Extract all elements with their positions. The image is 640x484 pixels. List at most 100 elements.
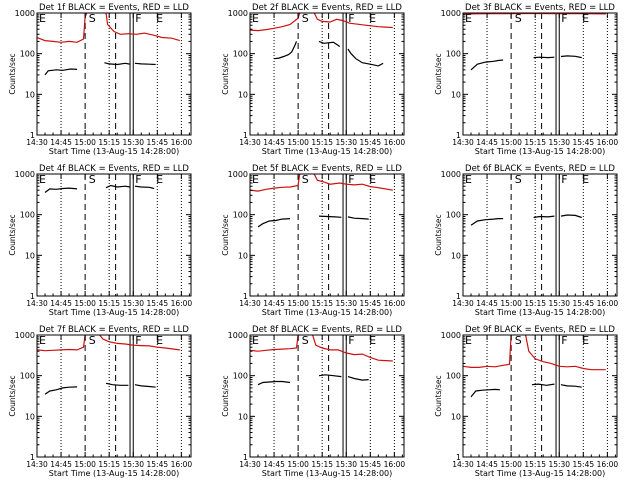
events-series-line bbox=[135, 186, 154, 188]
events-series-line bbox=[471, 389, 500, 397]
x-tick-label: 15:30 bbox=[335, 299, 357, 308]
events-series-line bbox=[348, 377, 369, 381]
x-tick-label: 15:45 bbox=[573, 138, 595, 147]
events-series-line bbox=[561, 56, 582, 58]
phase-marker-label: F bbox=[348, 12, 354, 25]
phase-marker-label: S bbox=[515, 12, 522, 25]
y-tick-label: 1000 bbox=[228, 331, 248, 340]
y-tick-label: 10 bbox=[238, 412, 248, 421]
lld-series-line bbox=[106, 13, 180, 41]
x-tick-label: 15:30 bbox=[122, 460, 144, 469]
y-tick-label: 100 bbox=[233, 211, 248, 220]
y-tick-label: 10 bbox=[451, 90, 461, 99]
y-tick-label: 1000 bbox=[441, 170, 461, 179]
phase-marker-label: F bbox=[348, 334, 354, 347]
x-tick-label: 15:15 bbox=[98, 460, 120, 469]
axes-frame bbox=[250, 335, 404, 457]
y-tick-label: 100 bbox=[233, 372, 248, 381]
phase-marker-label: F bbox=[561, 173, 567, 186]
events-series-line bbox=[319, 375, 341, 377]
x-tick-label: 15:00 bbox=[500, 299, 522, 308]
phase-marker-label: E bbox=[465, 12, 472, 25]
events-series-line bbox=[561, 385, 582, 388]
y-tick-label: 100 bbox=[20, 372, 35, 381]
panel-title: Det 2f BLACK = Events, RED = LLD bbox=[252, 3, 402, 13]
y-tick-label: 100 bbox=[446, 211, 461, 220]
phase-marker-label: E bbox=[465, 334, 472, 347]
events-series-line bbox=[319, 216, 341, 217]
y-tick-label: 10 bbox=[451, 412, 461, 421]
panel-title: Det 4f BLACK = Events, RED = LLD bbox=[39, 164, 189, 174]
x-tick-label: 16:00 bbox=[597, 299, 619, 308]
x-tick-label: 15:45 bbox=[147, 460, 169, 469]
y-tick-label: 1000 bbox=[15, 9, 35, 18]
x-tick-label: 14:45 bbox=[476, 460, 498, 469]
panel-title: Det 6f BLACK = Events, RED = LLD bbox=[465, 164, 615, 174]
axes-frame bbox=[37, 335, 191, 457]
phase-marker-label: F bbox=[348, 173, 354, 186]
events-series-line bbox=[348, 217, 369, 219]
x-tick-label: 14:30 bbox=[452, 138, 474, 147]
x-axis-label: Start Time (13-Aug-15 14:28:00) bbox=[49, 469, 180, 478]
x-tick-label: 14:45 bbox=[50, 138, 72, 147]
y-axis-label: Counts/sec bbox=[8, 375, 17, 416]
axes-frame bbox=[463, 13, 617, 135]
x-tick-label: 15:30 bbox=[548, 138, 570, 147]
phase-marker-label: E bbox=[39, 334, 46, 347]
x-tick-label: 15:00 bbox=[287, 138, 309, 147]
x-tick-label: 14:30 bbox=[239, 299, 261, 308]
x-tick-label: 15:30 bbox=[335, 460, 357, 469]
phase-marker-label: S bbox=[89, 12, 96, 25]
x-tick-label: 16:00 bbox=[171, 138, 193, 147]
y-tick-label: 100 bbox=[446, 50, 461, 59]
x-tick-label: 15:45 bbox=[147, 299, 169, 308]
x-tick-label: 14:30 bbox=[26, 138, 48, 147]
x-tick-label: 15:15 bbox=[311, 460, 333, 469]
x-tick-label: 14:30 bbox=[239, 460, 261, 469]
x-tick-label: 16:00 bbox=[171, 460, 193, 469]
x-tick-label: 15:15 bbox=[98, 138, 120, 147]
x-tick-label: 16:00 bbox=[384, 138, 406, 147]
y-tick-label: 10 bbox=[25, 251, 35, 260]
phase-marker-label: F bbox=[561, 334, 567, 347]
phase-marker-label: F bbox=[135, 12, 141, 25]
x-tick-label: 14:45 bbox=[263, 460, 285, 469]
events-series-line bbox=[104, 63, 130, 65]
x-tick-label: 14:45 bbox=[476, 299, 498, 308]
x-tick-label: 15:15 bbox=[524, 460, 546, 469]
x-tick-label: 15:00 bbox=[287, 299, 309, 308]
x-axis-label: Start Time (13-Aug-15 14:28:00) bbox=[262, 469, 393, 478]
y-tick-label: 10 bbox=[451, 251, 461, 260]
x-tick-label: 15:00 bbox=[74, 138, 96, 147]
x-tick-label: 14:30 bbox=[239, 138, 261, 147]
y-tick-label: 10 bbox=[25, 412, 35, 421]
phase-marker-label: S bbox=[302, 173, 309, 186]
x-tick-label: 15:30 bbox=[122, 138, 144, 147]
y-axis-label: Counts/sec bbox=[221, 375, 230, 416]
x-axis-label: Start Time (13-Aug-15 14:28:00) bbox=[475, 147, 606, 156]
x-tick-label: 15:00 bbox=[74, 299, 96, 308]
x-tick-label: 14:45 bbox=[263, 299, 285, 308]
x-axis-label: Start Time (13-Aug-15 14:28:00) bbox=[49, 147, 180, 156]
phase-marker-label: F bbox=[561, 12, 567, 25]
x-tick-label: 15:00 bbox=[74, 460, 96, 469]
phase-marker-label: S bbox=[302, 334, 309, 347]
y-axis-label: Counts/sec bbox=[8, 214, 17, 255]
y-axis-label: Counts/sec bbox=[434, 214, 443, 255]
phase-marker-label: E bbox=[39, 12, 46, 25]
events-series-line bbox=[274, 41, 296, 58]
y-tick-label: 1000 bbox=[228, 9, 248, 18]
phase-marker-label: S bbox=[302, 12, 309, 25]
x-axis-label: Start Time (13-Aug-15 14:28:00) bbox=[262, 147, 393, 156]
y-tick-label: 10 bbox=[238, 90, 248, 99]
phase-marker-label: F bbox=[135, 173, 141, 186]
phase-marker-label: S bbox=[89, 334, 96, 347]
y-axis-label: Counts/sec bbox=[434, 375, 443, 416]
phase-marker-label: E bbox=[39, 173, 46, 186]
x-tick-label: 15:15 bbox=[98, 299, 120, 308]
